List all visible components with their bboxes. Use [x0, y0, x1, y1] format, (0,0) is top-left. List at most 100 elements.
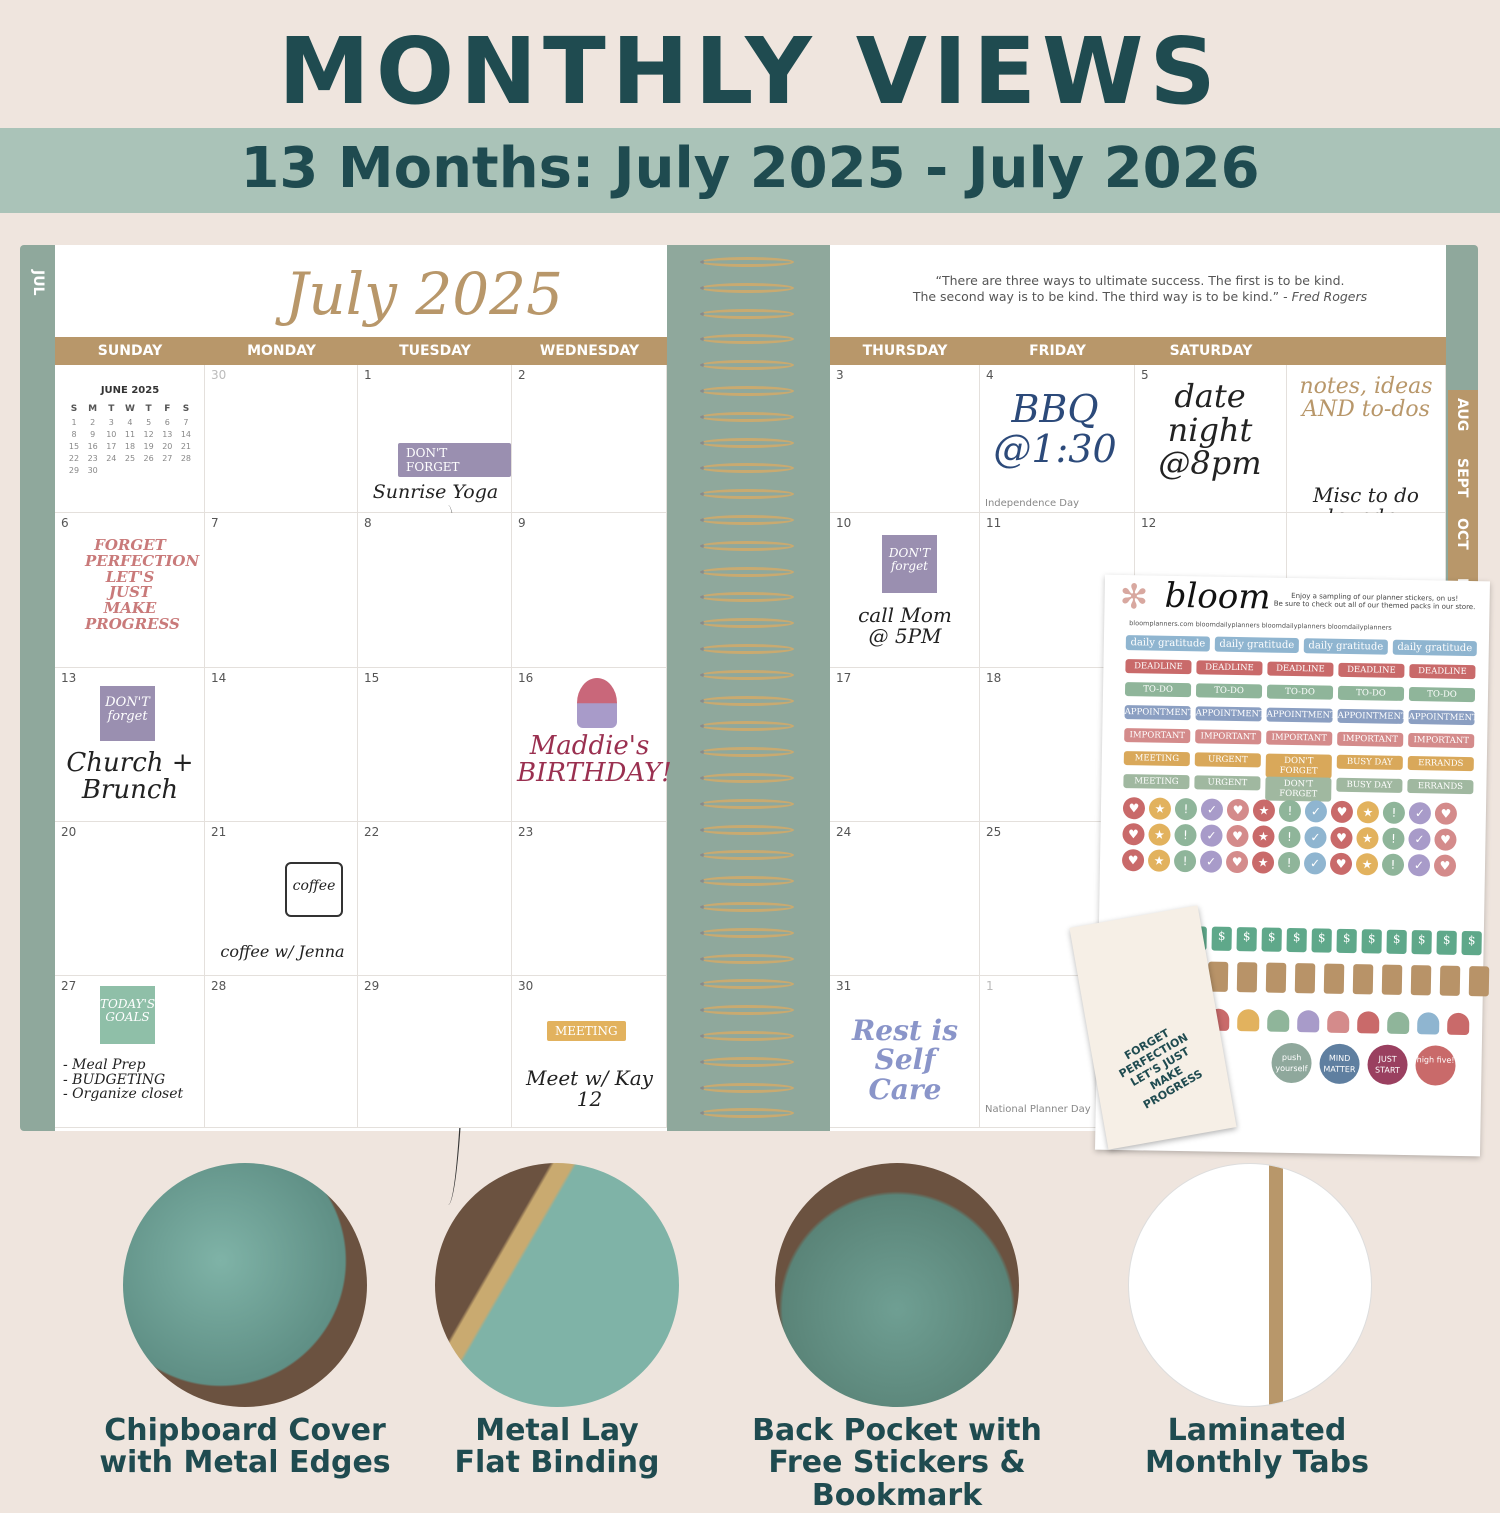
feature-line1: Metal Lay [475, 1413, 639, 1448]
spiral-ring [700, 566, 794, 577]
sticker-label: DEADLINE [1196, 660, 1263, 676]
tab-sept[interactable]: SEPT [1454, 458, 1470, 498]
sticker-label: DEADLINE [1125, 659, 1192, 675]
sticker-label: BUSY DAY [1336, 777, 1403, 793]
mini-calendar-week: 15 16 17 18 19 20 21 [65, 442, 195, 451]
calendar-cell[interactable]: 7 [205, 513, 358, 668]
feature-caption: Chipboard Cover with Metal Edges [45, 1414, 445, 1480]
icon-dot-sticker: ♥ [1121, 849, 1145, 872]
spiral-ring [700, 540, 794, 551]
calendar-cell[interactable]: 9 [512, 513, 667, 668]
dollar-sticker: $ [1336, 928, 1357, 954]
dollar-sticker: $ [1436, 930, 1457, 955]
sticker-intro: Enjoy a sampling of our planner stickers… [1273, 591, 1476, 612]
calendar-cell[interactable]: 20 [55, 822, 205, 976]
mini-day: 28 [180, 454, 192, 463]
grocery-bag-sticker [1352, 964, 1374, 995]
mini-day: 12 [143, 430, 154, 439]
month-tabs: AUGSEPTOCTN [1448, 390, 1478, 590]
feature-image-tabs [1128, 1163, 1372, 1407]
dollar-sticker: $ [1236, 927, 1257, 952]
icon-dot-sticker: ✓ [1304, 800, 1328, 823]
dollar-sticker: $ [1386, 929, 1407, 955]
calendar-cell[interactable]: 22 [358, 822, 512, 976]
calendar-cell[interactable]: 31 Rest is Self Care [830, 976, 980, 1128]
sticker-label: DEADLINE [1338, 662, 1405, 678]
grocery-bag-sticker [1410, 965, 1432, 996]
calendar-cell[interactable]: 23 [512, 822, 667, 976]
mini-day: 30 [87, 466, 98, 475]
day-number: 29 [364, 979, 380, 993]
calendar-cell[interactable]: JUNE 2025 S M T W T F S 1 2 3 4 5 6 7 8 9 10 11 12 13 14 15 16 1… [55, 365, 205, 513]
icon-dot-sticker: ♥ [1226, 824, 1249, 848]
day-number: 12 [1141, 516, 1157, 530]
calendar-cell[interactable]: 17 [830, 668, 980, 822]
calendar-cell[interactable]: 8 [358, 513, 512, 668]
day-number: 14 [211, 671, 227, 685]
dont-forget-sticker: DON'T forget [882, 535, 937, 593]
calendar-cell[interactable]: 27 TODAY'S GOALS - Meal Prep - BUDGETING -… [55, 976, 205, 1128]
day-number: 20 [61, 825, 77, 839]
tab-jul[interactable]: JUL [30, 270, 46, 296]
sticker-label: DON'T FORGET [1265, 776, 1332, 802]
spiral-ring [700, 850, 794, 861]
calendar-cell[interactable]: 2 [512, 365, 667, 513]
sticker-label: IMPORTANT [1124, 728, 1191, 744]
day-number: 1 [364, 368, 372, 382]
feature-line1: Back Pocket with [752, 1413, 1042, 1448]
mini-day: 15 [68, 442, 80, 451]
calendar-cell[interactable]: 16 Maddie's BIRTHDAY! [512, 668, 672, 822]
calendar-cell[interactable]: 30 [205, 365, 358, 513]
page-title: MONTHLY VIEWS [278, 18, 1222, 125]
mini-day: 29 [68, 466, 80, 475]
calendar-cell[interactable]: 13 DON'T forget Church + Brunch [55, 668, 205, 822]
calendar-cell[interactable]: 3 [830, 365, 980, 513]
sticker-label: IMPORTANT [1337, 731, 1404, 747]
sticker-label: TO-DO [1124, 682, 1192, 698]
feature-caption: Metal Lay Flat Binding [357, 1413, 757, 1480]
spiral-ring [700, 334, 794, 345]
weekday: T [108, 404, 115, 414]
sticker-label: IMPORTANT [1195, 729, 1262, 745]
day-number: 1 [986, 979, 994, 993]
calendar-cell[interactable]: 29 [358, 976, 512, 1128]
cake-sticker [1237, 1009, 1260, 1032]
day-number: 11 [986, 516, 1002, 530]
calendar-cell[interactable]: 15 [358, 668, 512, 822]
dollar-sticker: $ [1461, 930, 1482, 956]
calendar-cell[interactable]: 21 coffee coffee w/ Jenna [205, 822, 358, 976]
note-call-mom: call Mom @ 5PM [858, 603, 952, 648]
calendar-cell[interactable]: 6 FORGET PERFECTION LET'S JUST MAKE PROGR… [55, 513, 205, 668]
sticker-gratitude: daily gratitude [1392, 639, 1477, 657]
icon-dot-sticker: ✓ [1200, 824, 1223, 847]
calendar-cell[interactable]: 10 DON'T forget call Mom @ 5PM [830, 513, 980, 668]
tab-oct[interactable]: OCT [1454, 518, 1470, 550]
calendar-cell[interactable]: 5 date night @8pm [1135, 365, 1287, 513]
left-page: July 2025 SUNDAY MONDAY TUESDAY WEDNESDAY J… [55, 245, 672, 1205]
mini-day: 21 [180, 442, 192, 451]
mini-day: 13 [162, 430, 173, 439]
day-number: 25 [986, 825, 1002, 839]
mini-day: 26 [143, 454, 154, 463]
sticker-label: TO-DO [1337, 685, 1405, 701]
calendar-cell[interactable]: 4 BBQ @1:30 Independence Day [980, 365, 1135, 513]
dollar-sticker: $ [1411, 930, 1432, 955]
calendar-cell[interactable]: 30 MEETING Meet w/ Kay 12 [512, 976, 667, 1128]
mini-day: 5 [146, 418, 152, 427]
calendar-cell[interactable]: 24 [830, 822, 980, 976]
calendar-cell[interactable]: 1 DON'T FORGET Sunrise Yoga [358, 365, 512, 1205]
mini-calendar-week: 1 2 3 4 5 6 7 [65, 418, 195, 427]
icon-dot-sticker: ! [1174, 797, 1198, 821]
calendar-cell[interactable]: 14 [205, 668, 358, 822]
icon-dot-sticker: ♥ [1122, 823, 1145, 846]
icon-dot-sticker: ♥ [1122, 797, 1146, 820]
day-number: 4 [986, 368, 994, 382]
tab-aug[interactable]: AUG [1454, 398, 1470, 432]
sticker-gratitude: daily gratitude [1303, 638, 1388, 655]
day-number: 9 [518, 516, 526, 530]
icon-dot-sticker: ★ [1147, 849, 1171, 872]
calendar-cell[interactable]: 28 [205, 976, 358, 1128]
note-maddies-birthday: Maddie's BIRTHDAY! [517, 731, 672, 789]
